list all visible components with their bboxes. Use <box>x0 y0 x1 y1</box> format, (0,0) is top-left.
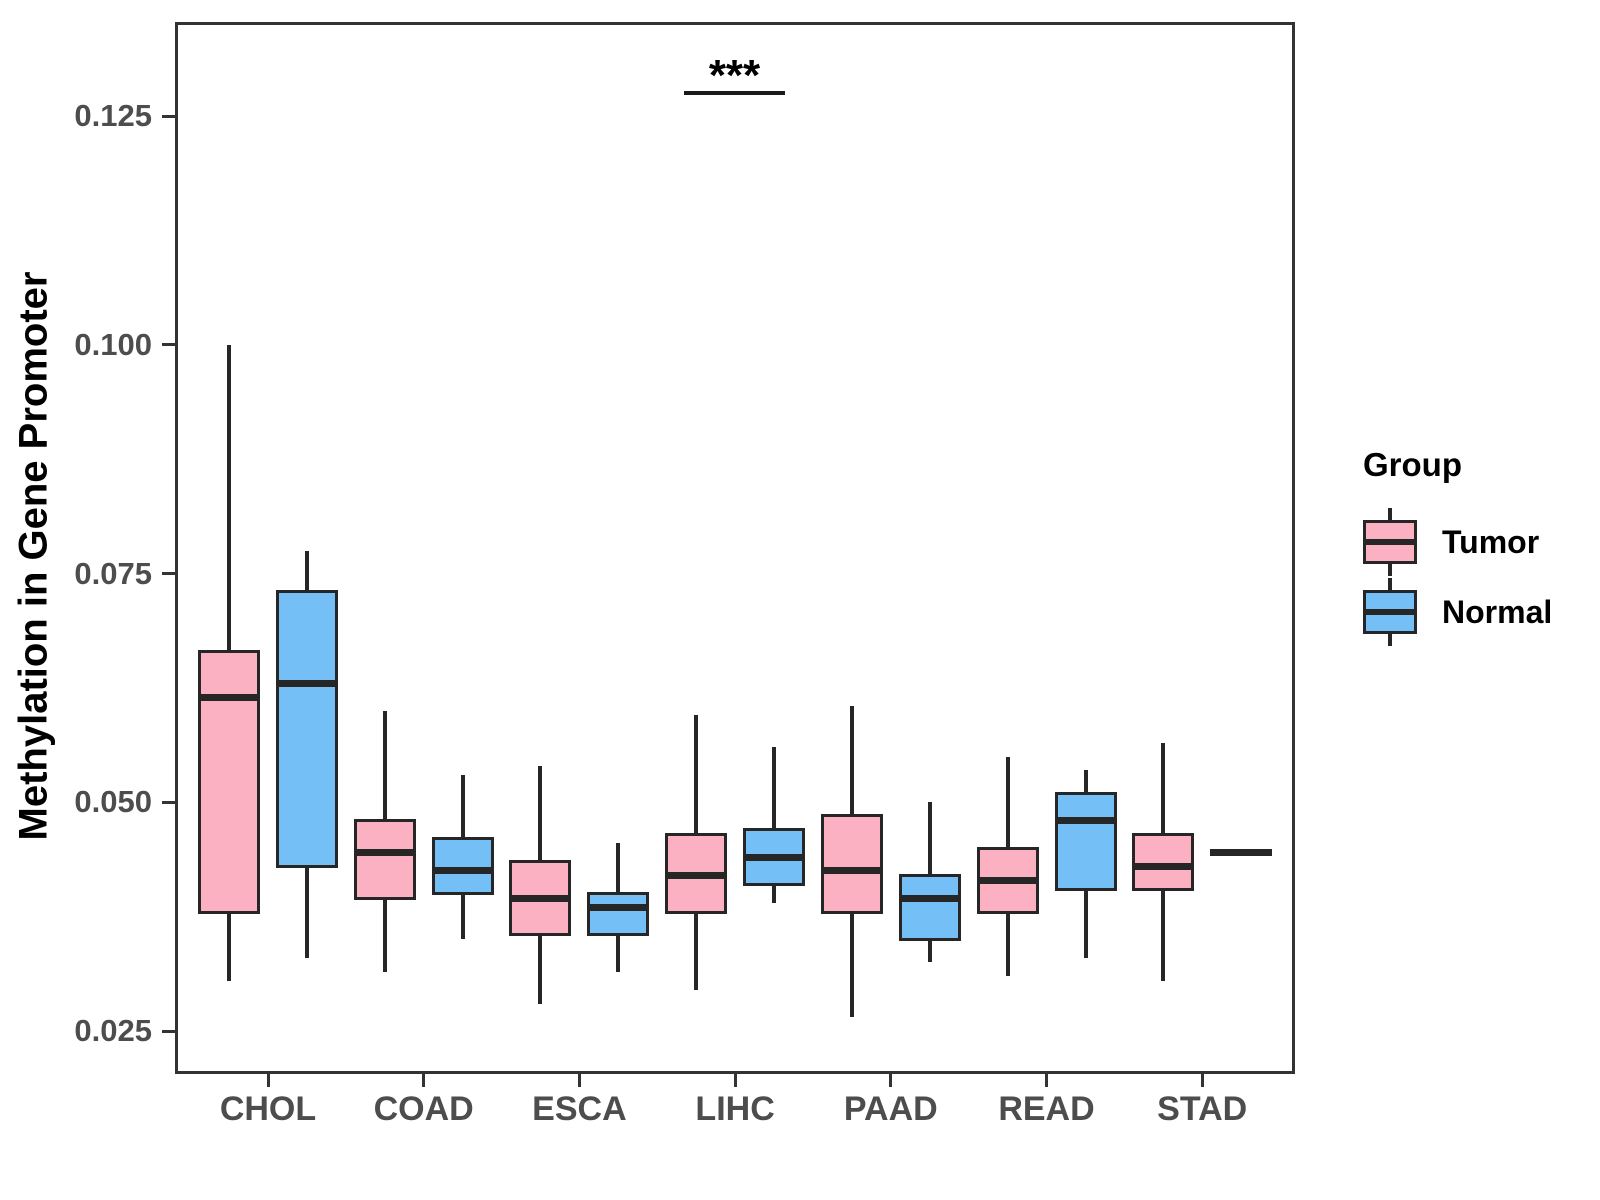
significance-label: *** <box>708 51 761 100</box>
boxplot-box-chol-normal <box>276 590 338 868</box>
key-whisker-bottom <box>1388 564 1392 576</box>
boxplot-median-paad-tumor <box>820 867 883 875</box>
x-tick-mark <box>1200 1074 1204 1087</box>
boxplot-box-paad-normal <box>898 873 961 941</box>
y-tick-label: 0.025 <box>74 1013 152 1048</box>
plot-panel <box>175 22 1295 1074</box>
significance-bracket <box>684 91 785 95</box>
y-tick-mark <box>162 572 175 575</box>
x-tick-label-coad: COAD <box>373 1090 474 1128</box>
boxplot-key-icon <box>1363 508 1417 576</box>
boxplot-median-esca-normal <box>587 903 650 911</box>
x-tick-mark <box>1045 1074 1048 1087</box>
boxplot-box-chol-tumor <box>198 649 260 914</box>
y-tick-label: 0.125 <box>74 98 152 133</box>
boxplot-box-paad-tumor <box>820 814 883 914</box>
legend-items: Tumor Normal <box>1363 508 1600 646</box>
boxplot-median-stad-tumor <box>1132 862 1195 870</box>
boxplot-box-stad-tumor <box>1132 832 1195 891</box>
x-tick-label-read: READ <box>998 1090 1095 1128</box>
legend-item-normal: Normal <box>1363 578 1600 646</box>
boxplot-box-esca-normal <box>587 892 650 937</box>
boxplot-median-chol-normal <box>276 679 338 687</box>
boxplot-median-coad-tumor <box>353 849 416 857</box>
x-tick-mark <box>422 1074 426 1087</box>
key-median <box>1363 539 1417 545</box>
x-tick-label-stad: STAD <box>1157 1090 1248 1128</box>
legend-label-normal: Normal <box>1442 593 1553 630</box>
boxplot-median-esca-tumor <box>509 894 572 902</box>
boxplot-box-coad-normal <box>431 837 494 896</box>
x-tick-mark <box>577 1074 581 1087</box>
legend-item-tumor: Tumor <box>1363 508 1600 576</box>
y-tick-mark <box>162 800 175 804</box>
x-tick-label-esca: ESCA <box>532 1090 627 1128</box>
y-tick-mark <box>162 1029 175 1033</box>
x-tick-mark <box>733 1074 737 1087</box>
x-tick-label-lihc: LIHC <box>695 1090 775 1128</box>
boxplot-median-lihc-tumor <box>665 871 728 879</box>
boxplot-median-coad-normal <box>431 867 494 875</box>
y-tick-mark <box>162 114 175 118</box>
legend: Group Tumor Normal <box>1363 446 1600 648</box>
boxplot-box-read-normal <box>1054 791 1117 891</box>
boxplot-box-coad-tumor <box>353 819 416 900</box>
legend-title: Group <box>1363 446 1462 483</box>
boxplot-median-lihc-normal <box>743 853 806 861</box>
boxplot-median-read-tumor <box>976 876 1039 884</box>
key-median <box>1363 609 1417 615</box>
y-tick-mark <box>162 343 175 347</box>
boxplot-median-read-normal <box>1054 817 1117 825</box>
x-tick-mark <box>266 1074 270 1087</box>
boxplot-whisker-lihc-normal <box>772 747 777 903</box>
key-whisker-bottom <box>1388 634 1392 646</box>
boxplot-median-chol-tumor <box>198 693 260 701</box>
boxplot-median-paad-normal <box>898 894 961 902</box>
y-tick-label: 0.050 <box>74 784 152 820</box>
key-whisker-top <box>1388 508 1392 520</box>
x-tick-mark <box>889 1074 893 1087</box>
boxplot-median-stad-normal <box>1210 849 1273 857</box>
y-tick-label: 0.100 <box>74 326 152 362</box>
boxplot-key-icon <box>1363 578 1417 646</box>
key-whisker-top <box>1388 578 1392 590</box>
x-tick-label-paad: PAAD <box>843 1090 938 1128</box>
legend-label-tumor: Tumor <box>1442 523 1540 560</box>
x-tick-label-chol: CHOL <box>219 1090 317 1128</box>
y-tick-label: 0.075 <box>74 555 152 591</box>
